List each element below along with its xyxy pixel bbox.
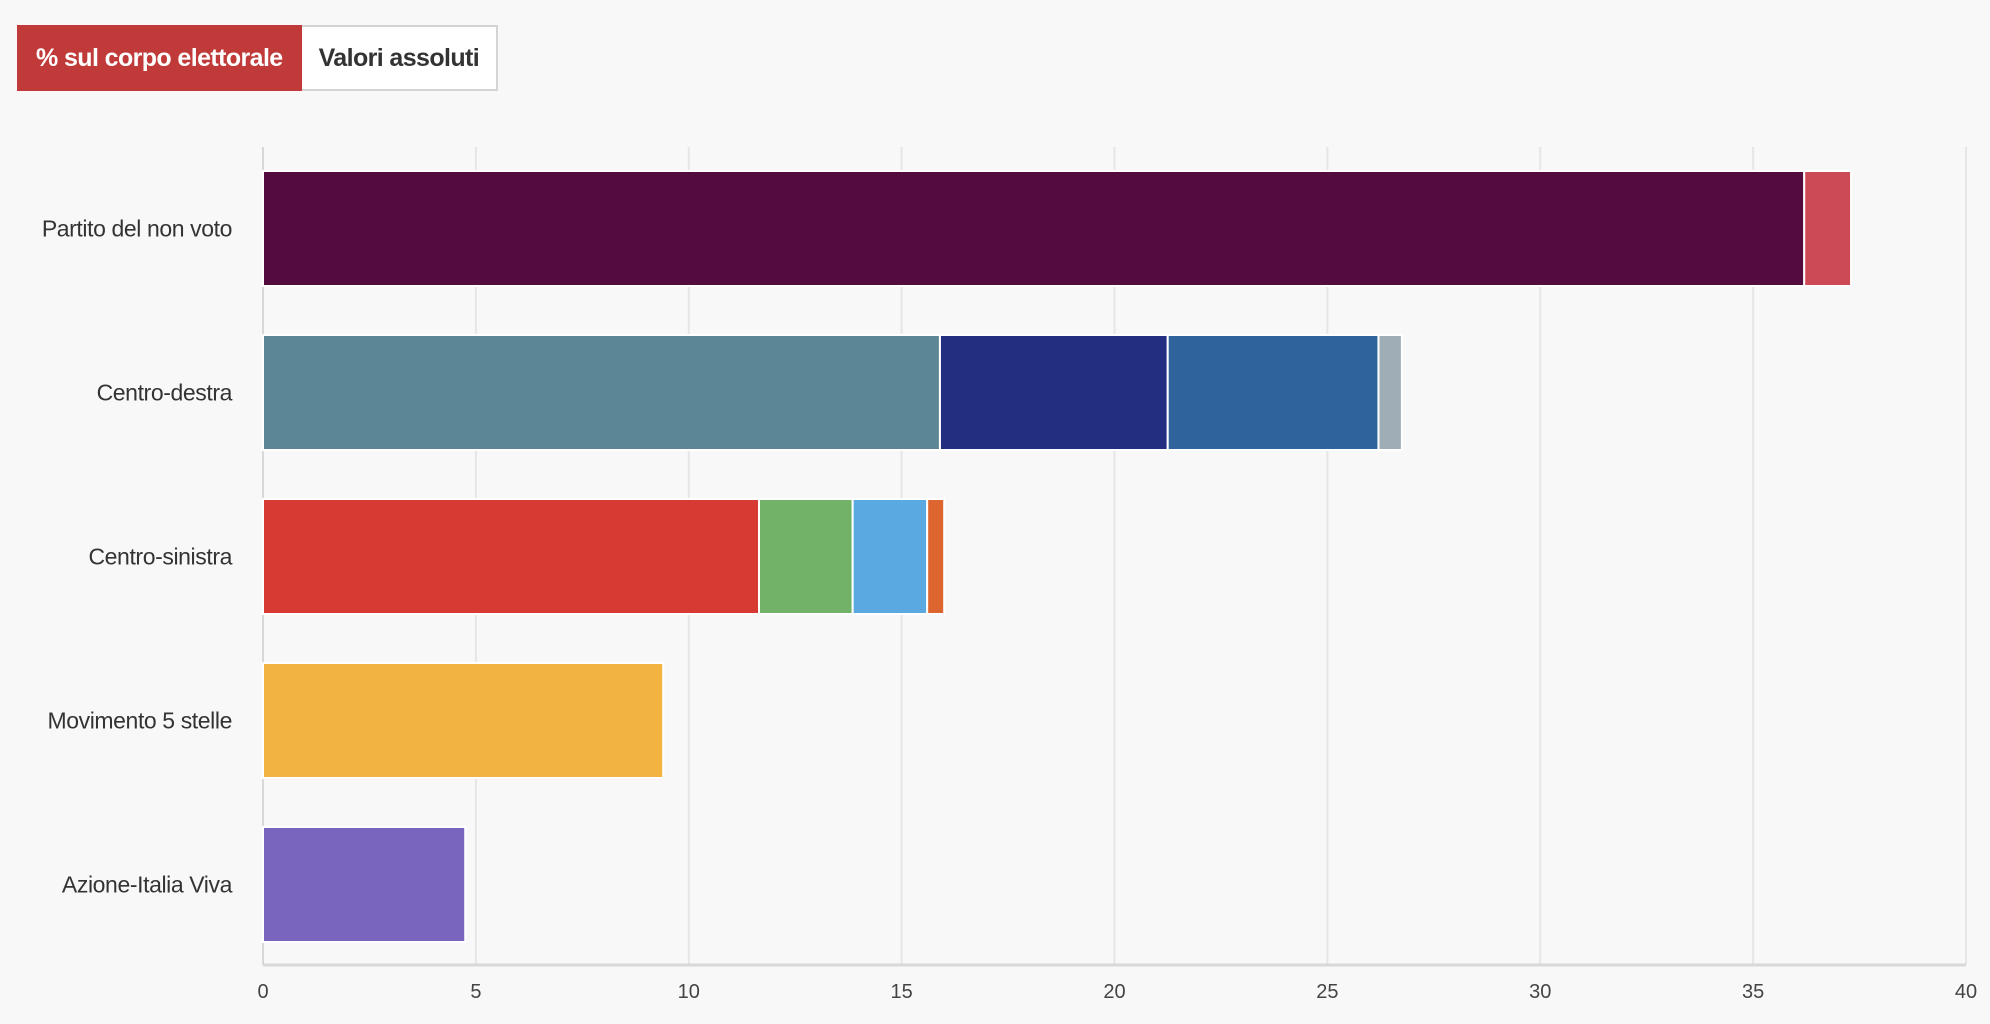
category-label: Centro-destra xyxy=(97,380,233,406)
bar-segment xyxy=(262,170,1806,287)
x-tick-label: 20 xyxy=(1103,981,1125,1003)
bar-segment xyxy=(757,498,854,615)
bar-segment xyxy=(851,498,929,615)
view-toggle: % sul corpo elettorale Valori assoluti xyxy=(17,25,499,91)
x-tick-label: 0 xyxy=(257,981,268,1003)
bar-segment xyxy=(1803,170,1853,287)
bar-segment xyxy=(938,334,1169,451)
bar-segment xyxy=(262,498,760,615)
x-tick-label: 25 xyxy=(1316,981,1338,1003)
x-tick-label: 30 xyxy=(1529,981,1551,1003)
x-tick-label: 15 xyxy=(891,981,913,1003)
x-tick-label: 10 xyxy=(678,981,700,1003)
x-tick-label: 5 xyxy=(470,981,481,1003)
category-label: Movimento 5 stelle xyxy=(47,708,232,734)
category-label: Partito del non voto xyxy=(42,216,232,242)
x-tick-label: 40 xyxy=(1955,981,1977,1003)
bar-segment xyxy=(262,662,665,779)
absolute-values-button[interactable]: Valori assoluti xyxy=(301,25,499,91)
x-tick-label: 35 xyxy=(1742,981,1764,1003)
bar-segment xyxy=(262,334,941,451)
bar-segment xyxy=(926,498,946,615)
category-label: Azione-Italia Viva xyxy=(62,872,233,898)
bar-segment xyxy=(1377,334,1403,451)
bar-segment xyxy=(1166,334,1380,451)
category-label: Centro-sinistra xyxy=(88,544,232,570)
percent-electorate-button[interactable]: % sul corpo elettorale xyxy=(17,25,302,91)
bar-segment xyxy=(262,826,467,943)
